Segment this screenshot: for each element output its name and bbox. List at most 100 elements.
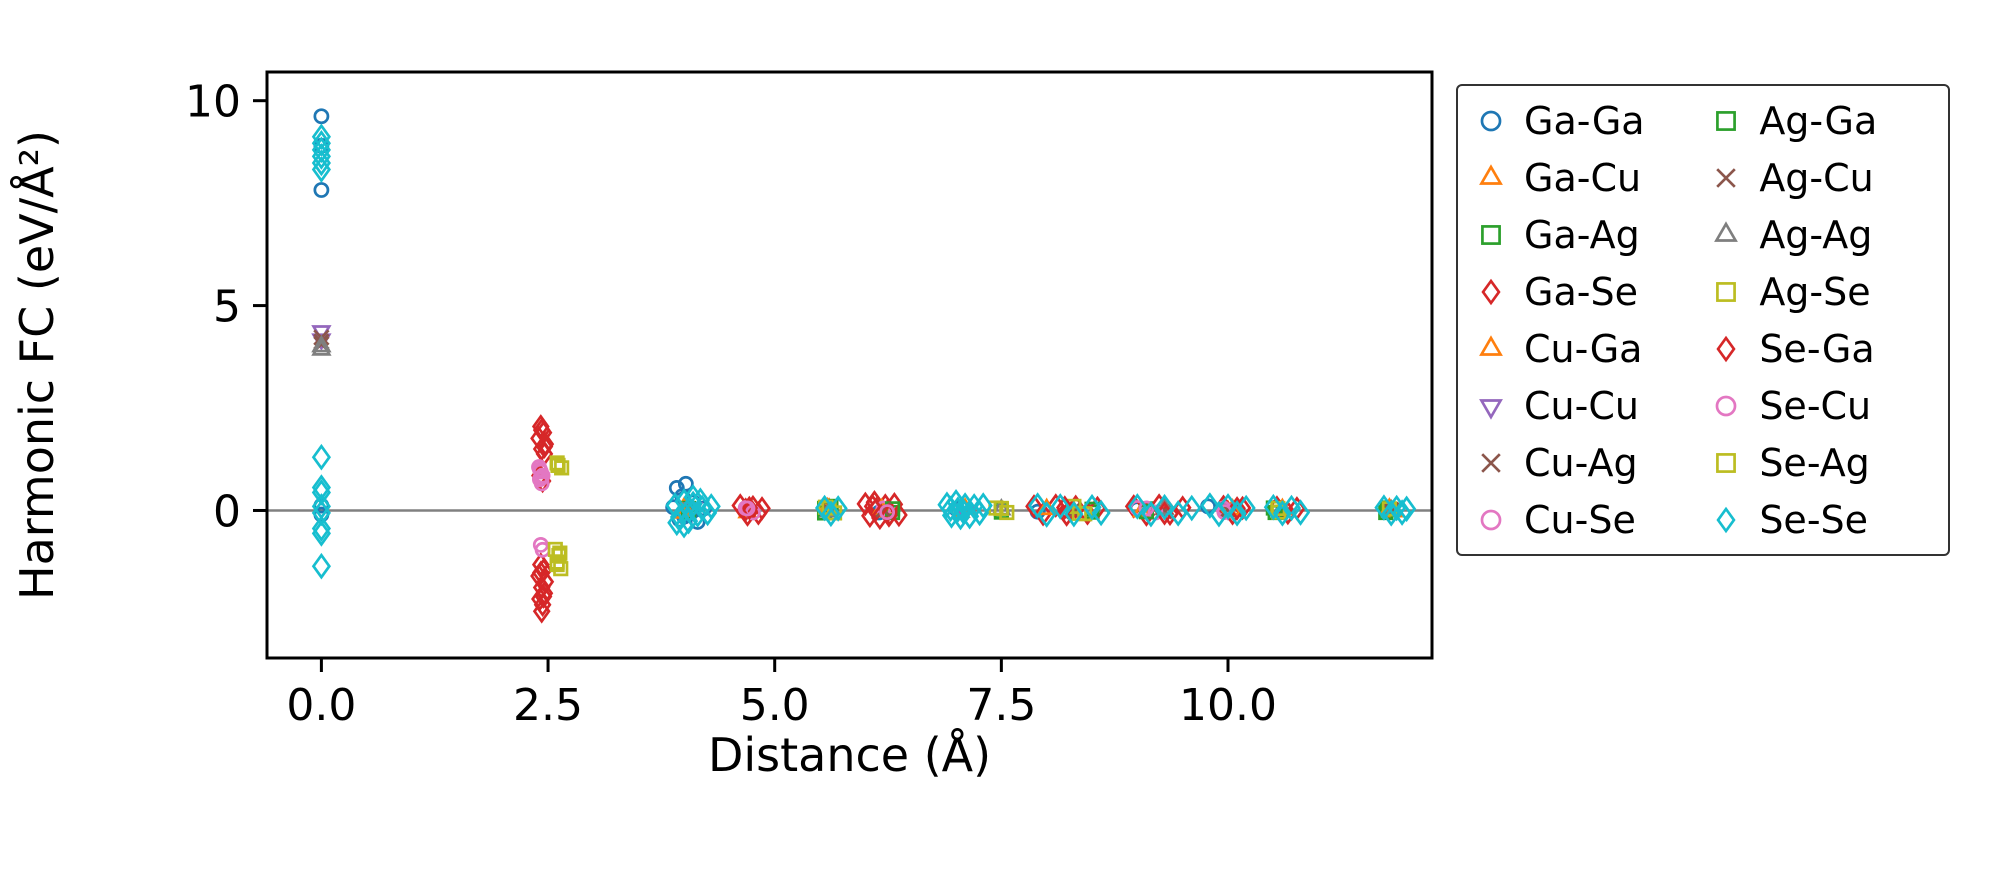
x-marker-icon	[1716, 167, 1737, 188]
data-point-se-ag	[993, 500, 1009, 517]
legend-label: Ga-Ga	[1524, 98, 1645, 143]
legend-label: Se-Ga	[1759, 326, 1875, 371]
x-tick-label: 0.0	[286, 680, 356, 731]
data-point-se-se	[311, 123, 331, 151]
data-point-se-se	[311, 443, 331, 471]
data-point-se-ag	[549, 556, 565, 573]
legend-item-cu-cu: Cu-Cu	[1472, 377, 1701, 434]
x-tick-label: 5.0	[740, 680, 810, 731]
data-point-se-ga	[863, 494, 882, 519]
legend-marker-se-ag	[1716, 452, 1737, 473]
legend-item-ga-cu: Ga-Cu	[1472, 149, 1701, 206]
data-point-se-se	[948, 496, 968, 523]
data-point-se-se	[1037, 501, 1057, 528]
legend-item-ag-ga: Ag-Ga	[1707, 92, 1934, 149]
plot-area	[267, 72, 1432, 658]
legend-marker-se-ga	[1716, 335, 1736, 362]
legend-marker-se-se	[1716, 506, 1736, 533]
legend-item-ag-se: Ag-Se	[1707, 263, 1934, 320]
legend-marker-cu-ga	[1479, 334, 1503, 356]
data-point-se-se	[1050, 493, 1070, 520]
data-point-se-se	[667, 509, 687, 537]
triangle-up-marker-icon	[1479, 334, 1503, 356]
legend-label: Cu-Cu	[1524, 383, 1639, 428]
legend-marker-ga-ag	[1481, 224, 1501, 245]
data-point-se-se	[1218, 493, 1238, 520]
legend-label: Se-Se	[1759, 497, 1869, 542]
circle-marker-icon	[1715, 395, 1737, 416]
data-point-ag-ag	[311, 338, 332, 356]
data-point-se-se	[1127, 493, 1147, 520]
legend-label: Ag-Se	[1759, 269, 1871, 314]
legend-marker-ga-se	[1481, 278, 1501, 305]
legend-label: Cu-Ag	[1524, 440, 1638, 485]
legend-label: Ag-Cu	[1759, 155, 1874, 200]
x-tick-label: 10.0	[1179, 680, 1277, 731]
data-point-se-se	[1200, 492, 1220, 519]
legend-item-ag-ag: Ag-Ag	[1707, 206, 1934, 263]
data-point-ag-se	[553, 561, 569, 577]
legend-item-ga-ga: Ga-Ga	[1472, 92, 1701, 149]
data-point-se-se	[1064, 500, 1084, 528]
diamond-marker-icon	[1716, 335, 1736, 362]
data-point-se-se	[821, 500, 841, 528]
diamond-marker-icon	[1716, 506, 1736, 533]
legend-label: Cu-Ga	[1524, 326, 1643, 371]
data-point-se-se	[1141, 500, 1161, 528]
data-point-se-cu	[1138, 500, 1155, 517]
y-tick-label: 0	[213, 486, 241, 537]
data-point-se-se	[970, 499, 990, 527]
legend-label: Ga-Cu	[1524, 155, 1642, 200]
data-point-se-cu	[531, 461, 548, 478]
triangle-down-marker-icon	[1479, 398, 1503, 420]
data-point-se-se	[311, 156, 331, 183]
data-point-se-ga	[531, 560, 550, 586]
y-tick-label: 5	[213, 282, 241, 333]
data-point-se-se	[1091, 499, 1111, 527]
legend-marker-ga-ga	[1480, 110, 1502, 131]
data-point-ga-se	[531, 414, 550, 439]
data-point-se-se	[1182, 494, 1202, 522]
legend-item-cu-ag: Cu-Ag	[1472, 434, 1701, 491]
legend-marker-cu-ag	[1481, 452, 1501, 473]
square-marker-icon	[1481, 224, 1501, 245]
data-point-se-se	[311, 474, 331, 501]
data-point-se-se	[311, 136, 331, 164]
legend-marker-se-cu	[1715, 395, 1737, 416]
data-point-se-se	[679, 496, 700, 523]
legend-item-ag-cu: Ag-Cu	[1707, 149, 1934, 206]
triangle-up-marker-icon	[1714, 220, 1739, 242]
square-marker-icon	[1716, 452, 1737, 473]
diamond-marker-icon	[1481, 278, 1501, 305]
data-point-se-se	[1028, 492, 1048, 519]
legend-marker-ag-cu	[1716, 167, 1737, 188]
data-point-se-se	[690, 487, 710, 514]
legend-item-cu-ga: Cu-Ga	[1472, 320, 1701, 377]
data-point-ga-se	[1025, 494, 1043, 519]
data-point-se-ga	[534, 584, 553, 609]
data-point-se-se	[1392, 499, 1412, 526]
data-point-ag-ag	[311, 334, 332, 353]
legend-label: Cu-Se	[1524, 497, 1636, 542]
legend-label: Se-Ag	[1759, 440, 1870, 485]
legend-marker-cu-se	[1480, 509, 1502, 530]
circle-marker-icon	[1480, 110, 1502, 131]
circle-marker-icon	[1480, 509, 1502, 530]
data-point-se-ga	[1055, 495, 1074, 520]
legend-marker-ag-ga	[1716, 110, 1737, 131]
data-point-se-se	[1290, 499, 1311, 526]
legend-item-se-cu: Se-Cu	[1707, 377, 1934, 434]
data-point-se-se	[1227, 500, 1247, 527]
data-point-se-cu	[533, 469, 550, 486]
triangle-up-marker-icon	[1479, 163, 1503, 185]
data-point-ga-se	[753, 496, 771, 521]
data-point-ga-ga	[313, 182, 330, 198]
data-point-se-se	[973, 492, 993, 519]
legend-item-ga-se: Ga-Se	[1472, 263, 1701, 320]
legend-item-se-ag: Se-Ag	[1707, 434, 1934, 491]
x-tick-label: 7.5	[966, 680, 1036, 731]
data-point-se-se	[828, 495, 848, 522]
legend-item-se-ga: Se-Ga	[1707, 320, 1934, 377]
